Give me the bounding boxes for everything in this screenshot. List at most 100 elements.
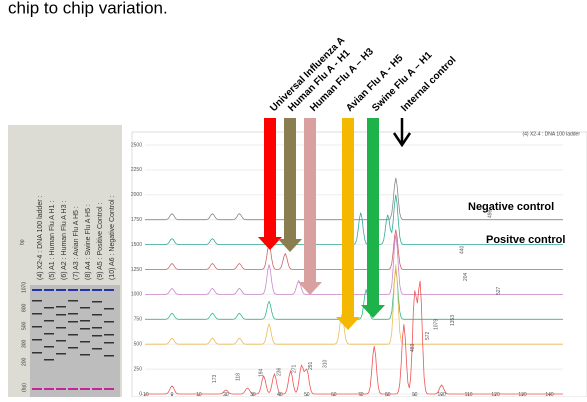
peak-label: 236	[277, 367, 283, 376]
target-label: Universal Influenza A	[268, 35, 347, 114]
peak-label: 291	[308, 361, 314, 370]
band	[92, 289, 102, 291]
target-label: Internal control	[399, 55, 458, 114]
peak-label: 527	[496, 286, 502, 295]
peak-label: 1079	[433, 319, 439, 330]
band	[44, 307, 54, 309]
band	[92, 388, 102, 390]
band	[56, 314, 66, 316]
band	[44, 333, 54, 335]
band	[68, 347, 78, 349]
lane-label: (9) A5 : Positive Control :	[97, 203, 104, 280]
peak-label: 572	[425, 331, 431, 340]
band	[32, 289, 42, 291]
lane-label: (5) A1 : Human Flu A H1 :	[49, 201, 56, 280]
page: chip to chip variation. (4) X2-4 : DNA 1…	[0, 0, 587, 397]
band	[68, 313, 78, 315]
band	[68, 321, 78, 323]
figure: chip to chip variation. (4) X2-4 : DNA 1…	[0, 0, 587, 397]
x-tick-label: 110	[465, 392, 473, 397]
band	[56, 289, 66, 291]
band	[56, 353, 66, 355]
lane-label: (6) A2 : Human Flu A H3 :	[61, 201, 68, 280]
band	[80, 289, 90, 291]
arrow-shaft	[284, 118, 296, 240]
legend-label: Negative control	[468, 201, 554, 213]
y-tick-label: 1500	[131, 242, 142, 248]
x-tick-label: 90	[412, 392, 418, 397]
band	[104, 342, 114, 344]
y-tick-label: 2250	[131, 167, 142, 173]
x-tick-label: 100	[437, 392, 446, 397]
x-tick-label: 120	[491, 392, 500, 397]
chart-title: (4) X2-4 : DNA 100 ladder	[522, 131, 580, 137]
peak-label: 173	[212, 374, 218, 383]
band	[44, 320, 54, 322]
x-tick-label: 130	[518, 392, 527, 397]
y-tick-label: 500	[134, 342, 143, 348]
x-tick-label: 60	[331, 392, 337, 397]
y-tick-label: 2000	[131, 192, 142, 198]
peak-label: 194	[258, 368, 264, 377]
band	[104, 321, 114, 323]
band	[56, 327, 66, 329]
x-tick-label: 20	[223, 392, 229, 397]
chart-panel	[132, 132, 587, 397]
x-tick-label: 0	[171, 392, 174, 397]
band	[56, 340, 66, 342]
x-tick-label: 140	[545, 392, 554, 397]
arrow-shaft	[264, 118, 276, 238]
size-label: 200	[21, 357, 27, 366]
band	[92, 327, 102, 329]
y-tick-label: 1750	[131, 217, 142, 223]
band	[56, 306, 66, 308]
band	[104, 355, 114, 357]
peak-label: 271	[291, 364, 297, 373]
x-tick-label: -10	[141, 392, 148, 397]
band	[56, 388, 66, 390]
band	[80, 354, 90, 356]
band	[80, 307, 90, 309]
band	[92, 335, 102, 337]
peak-label: 1353	[450, 315, 456, 326]
x-tick-label: 80	[385, 392, 391, 397]
size-label: (bp)	[21, 383, 27, 392]
peak-label: 118	[235, 373, 241, 381]
band	[32, 339, 42, 341]
band	[44, 359, 54, 361]
size-label: 300	[21, 339, 27, 348]
x-tick-label: 40	[277, 392, 283, 397]
band	[68, 289, 78, 291]
size-label: bp	[19, 239, 25, 245]
x-tick-label: 50	[304, 392, 310, 397]
band	[104, 308, 114, 310]
size-label: 500	[21, 321, 27, 330]
band	[92, 301, 102, 303]
y-tick-label: 750	[134, 317, 143, 323]
band	[32, 326, 42, 328]
band	[44, 289, 54, 291]
lane-label: (4) X2-4 : DNA 100 ladder :	[37, 196, 44, 280]
band	[44, 346, 54, 348]
peak-label: 483	[410, 343, 416, 352]
y-tick-label: 1000	[131, 292, 142, 298]
band	[92, 314, 102, 316]
band	[32, 300, 42, 302]
band	[68, 300, 78, 302]
size-label: 800	[21, 303, 27, 312]
band	[68, 334, 78, 336]
lane-label: (10) A6 : Negative Control :	[109, 196, 116, 280]
band	[68, 388, 78, 390]
band	[104, 388, 114, 390]
size-label: 1070	[21, 282, 27, 293]
arrow-shaft	[342, 118, 354, 318]
y-tick-label: 2500	[131, 142, 142, 148]
band	[44, 388, 54, 390]
arrow-shaft	[304, 118, 316, 283]
lane-label: (7) A3 : Avian Flu A H5 :	[73, 206, 80, 280]
band	[32, 313, 42, 315]
band	[80, 341, 90, 343]
band	[104, 334, 114, 336]
peak-label: 204	[463, 272, 469, 281]
arrow-shaft	[367, 118, 379, 306]
